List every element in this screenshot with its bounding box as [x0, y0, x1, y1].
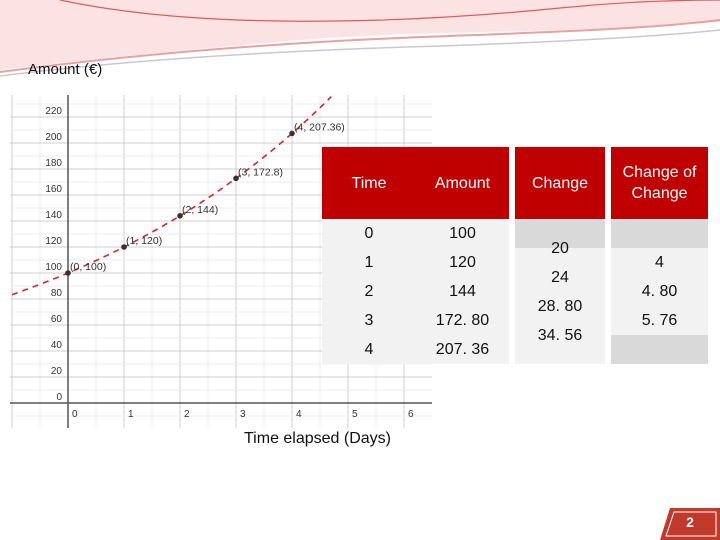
change-value: 28. 80 — [537, 298, 583, 315]
x-tick-label: 3 — [240, 409, 246, 420]
y-tick-labels: 0 20 40 60 80 100 120 140 160 180 200 220 — [45, 106, 62, 403]
point-label: (1, 120) — [126, 235, 162, 247]
point-label: (4, 207.36) — [294, 121, 345, 133]
x-tick-label: 6 — [408, 409, 414, 420]
table-cell-empty — [605, 219, 708, 248]
table-cell-time: 3 — [322, 306, 416, 335]
data-point — [289, 130, 295, 137]
table-cell-time: 4 — [322, 335, 416, 364]
change-of-change-value: 4. 80 — [641, 283, 678, 300]
page-number-badge — [660, 508, 720, 540]
y-tick-label: 140 — [45, 210, 62, 221]
point-label: (2, 144) — [182, 204, 218, 216]
y-axis-title: Amount (€) — [28, 61, 103, 78]
y-tick-label: 20 — [51, 366, 63, 377]
header-change-of-change: Change of Change — [605, 147, 708, 219]
y-tick-label: 0 — [56, 392, 62, 403]
y-tick-label: 180 — [45, 158, 62, 169]
x-tick-labels: 0 1 2 3 4 5 6 — [72, 409, 414, 420]
x-axis-title: Time elapsed (Days) — [244, 430, 392, 447]
x-tick-label: 5 — [352, 409, 358, 420]
y-tick-label: 40 — [51, 340, 63, 351]
change-column: 20 24 28. 80 34. 56 — [509, 240, 608, 364]
table-cell-time: 0 — [322, 219, 416, 248]
header-time: Time — [322, 147, 416, 219]
point-label: (0, 100) — [70, 261, 106, 273]
data-points — [65, 130, 295, 276]
trend-line-group — [11, 96, 332, 296]
growth-table: Time Amount Change Change of Change 0 10… — [322, 147, 708, 364]
y-tick-label: 220 — [45, 106, 62, 117]
point-label: (3, 172.8) — [238, 166, 283, 178]
y-tick-label: 60 — [51, 314, 63, 325]
header-change: Change — [509, 147, 608, 219]
x-tick-label: 1 — [128, 409, 134, 420]
y-tick-label: 80 — [51, 288, 63, 299]
table-cell-amount: 207. 36 — [416, 335, 512, 364]
table-cell-empty — [509, 219, 608, 248]
x-tick-label: 2 — [184, 409, 190, 420]
change-of-change-value: 5. 76 — [641, 312, 678, 329]
chart-grid — [10, 95, 432, 428]
data-point — [177, 213, 183, 219]
change-of-change-column: 4 4. 80 5. 76 — [605, 248, 708, 335]
table-cell-time: 1 — [322, 248, 416, 277]
x-tick-label: 4 — [296, 409, 302, 420]
y-tick-label: 160 — [45, 184, 62, 195]
y-tick-label: 120 — [45, 236, 62, 247]
change-of-change-value: 4 — [655, 254, 664, 271]
table-cell-amount: 120 — [416, 248, 512, 277]
point-labels: (0, 100) (1, 120) (2, 144) (3, 172.8) (4, 20… — [70, 121, 345, 273]
change-value: 24 — [551, 269, 569, 286]
page-number: 2 — [686, 514, 694, 530]
y-tick-label: 200 — [45, 132, 62, 143]
table-cell-empty — [605, 335, 708, 364]
table-cell-time: 2 — [322, 277, 416, 306]
change-value: 20 — [551, 240, 569, 257]
chart-axes — [10, 95, 432, 428]
data-point — [65, 270, 71, 276]
change-value: 34. 56 — [537, 327, 583, 344]
table-cell-amount: 100 — [416, 219, 512, 248]
header-swoosh-decoration — [0, 0, 720, 77]
table-cell-amount: 172. 80 — [416, 306, 512, 335]
data-point — [121, 244, 127, 250]
trend-line — [11, 96, 332, 296]
x-tick-label: 0 — [72, 409, 78, 420]
header-amount: Amount — [416, 147, 512, 219]
table-cell-amount: 144 — [416, 277, 512, 306]
data-point — [233, 175, 239, 182]
y-tick-label: 100 — [45, 262, 62, 273]
